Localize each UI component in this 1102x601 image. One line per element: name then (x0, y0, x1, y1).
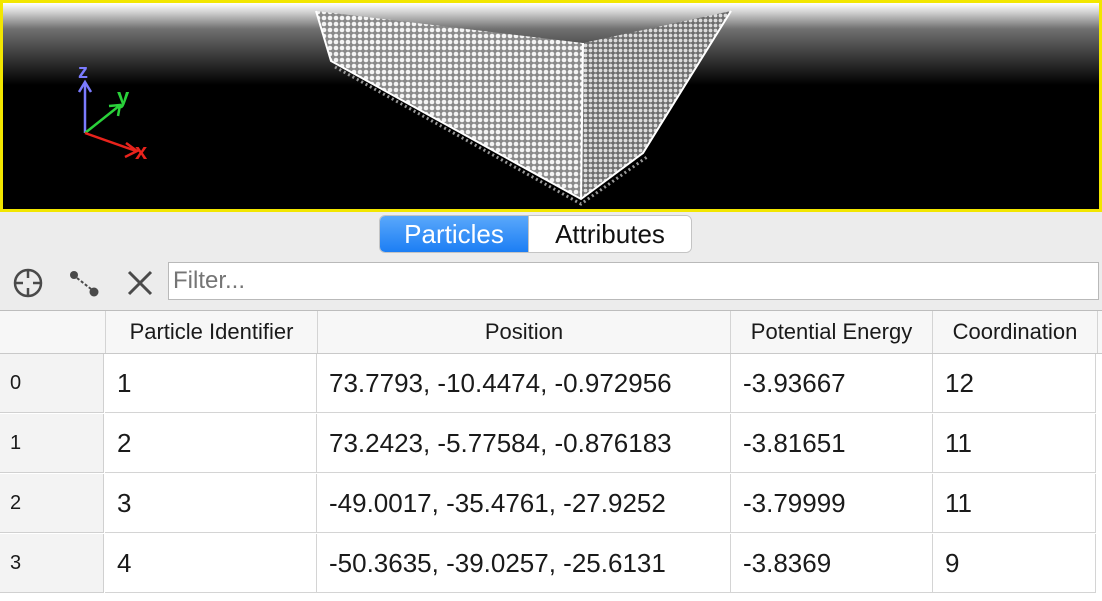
pick-particle-button[interactable] (10, 265, 46, 301)
axis-tripod: z y x (77, 61, 148, 164)
cell-position: -49.0017, -35.4761, -27.9252 (317, 474, 731, 533)
column-header-potential-energy[interactable]: Potential Energy (731, 311, 933, 353)
cell-particle-identifier: 3 (105, 474, 317, 533)
cell-potential-energy: -3.81651 (731, 414, 933, 473)
cell-particle-identifier: 1 (105, 354, 317, 413)
axis-y-label: y (117, 84, 130, 109)
cell-potential-energy: -3.8369 (731, 534, 933, 593)
cell-potential-energy: -3.93667 (731, 354, 933, 413)
column-header-position[interactable]: Position (318, 311, 731, 353)
segmented-tabs: Particles Attributes (379, 215, 692, 253)
column-header-coordination[interactable]: Coordination (933, 311, 1098, 353)
cell-position: 73.2423, -5.77584, -0.876183 (317, 414, 731, 473)
particle-box-left-face (316, 11, 583, 199)
close-icon (127, 270, 153, 296)
row-index: 0 (0, 354, 104, 413)
cell-coordination: 11 (933, 414, 1096, 473)
table-row[interactable]: 2 3 -49.0017, -35.4761, -27.9252 -3.7999… (0, 474, 1102, 534)
cell-position: -50.3635, -39.0257, -25.6131 (317, 534, 731, 593)
distance-icon (70, 271, 99, 297)
table-header: Particle Identifier Position Potential E… (0, 311, 1102, 354)
inspect-toolbar (0, 259, 1102, 307)
row-index: 2 (0, 474, 104, 533)
particle-render (315, 10, 732, 206)
crosshair-icon (13, 268, 43, 298)
particle-table: Particle Identifier Position Potential E… (0, 310, 1102, 601)
filter-input[interactable] (168, 262, 1099, 300)
cell-coordination: 9 (933, 534, 1096, 593)
cell-particle-identifier: 4 (105, 534, 317, 593)
viewport-3d[interactable]: z y x (0, 0, 1102, 212)
measure-distance-button[interactable] (66, 265, 102, 301)
header-corner (0, 311, 106, 353)
cell-coordination: 12 (933, 354, 1096, 413)
cell-coordination: 11 (933, 474, 1096, 533)
row-index: 3 (0, 534, 104, 593)
particle-box-right-face (581, 11, 731, 199)
clear-selection-button[interactable] (122, 265, 158, 301)
table-row[interactable]: 1 2 73.2423, -5.77584, -0.876183 -3.8165… (0, 414, 1102, 474)
tab-particles[interactable]: Particles (380, 216, 528, 252)
tab-attributes[interactable]: Attributes (528, 216, 691, 252)
axis-x-label: x (135, 139, 148, 164)
cell-particle-identifier: 2 (105, 414, 317, 473)
axis-z-label: z (78, 61, 88, 83)
table-row[interactable]: 0 1 73.7793, -10.4474, -0.972956 -3.9366… (0, 354, 1102, 414)
tab-bar: Particles Attributes (0, 213, 1102, 255)
row-index: 1 (0, 414, 104, 473)
table-row[interactable]: 3 4 -50.3635, -39.0257, -25.6131 -3.8369… (0, 534, 1102, 594)
cell-potential-energy: -3.79999 (731, 474, 933, 533)
cell-position: 73.7793, -10.4474, -0.972956 (317, 354, 731, 413)
column-header-particle-identifier[interactable]: Particle Identifier (106, 311, 318, 353)
